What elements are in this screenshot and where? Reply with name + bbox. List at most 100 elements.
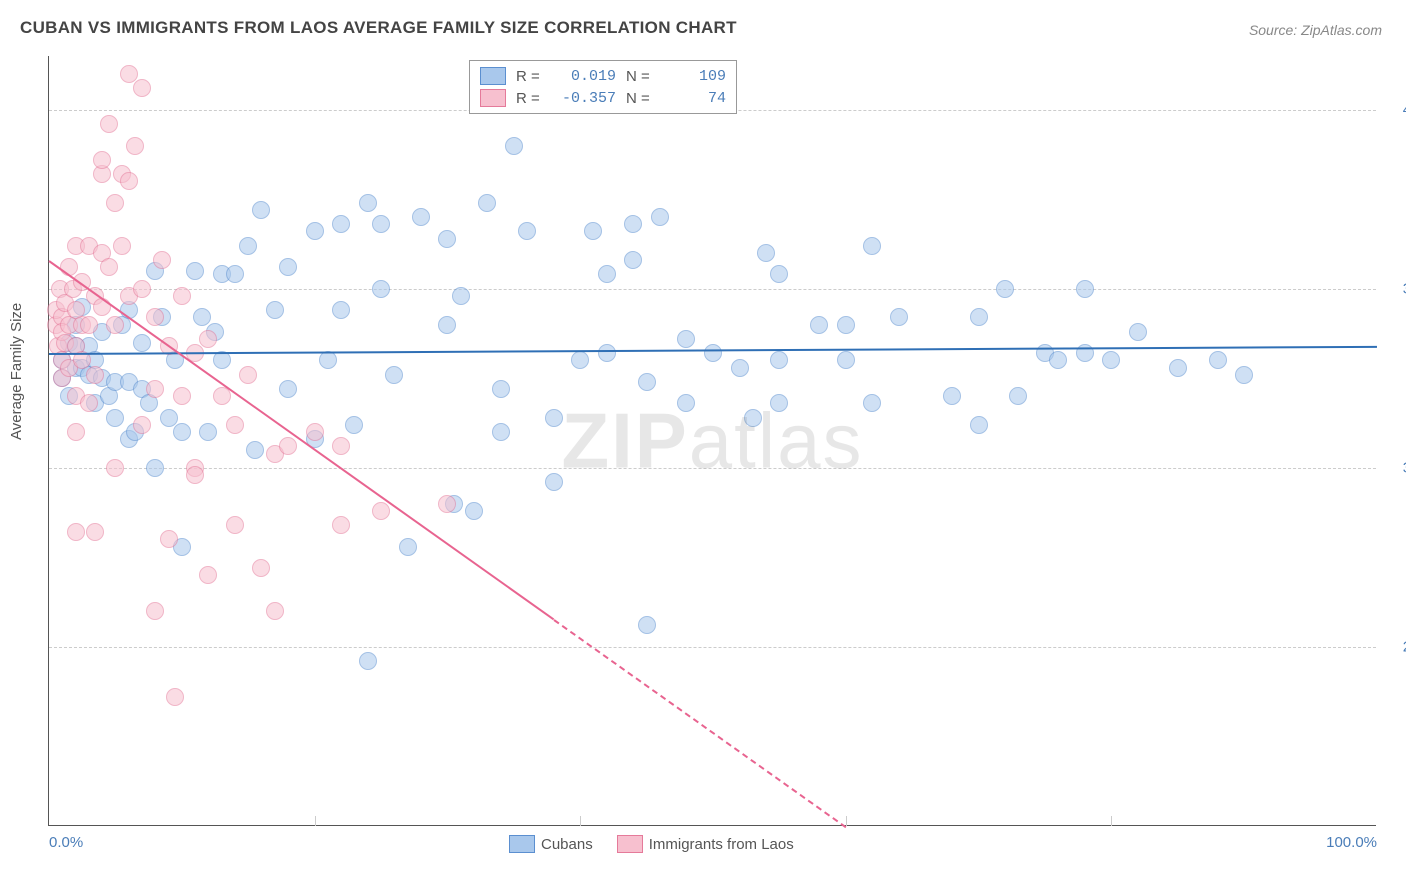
- data-point: [146, 459, 164, 477]
- data-point: [345, 416, 363, 434]
- legend-swatch: [480, 89, 506, 107]
- data-point: [146, 380, 164, 398]
- data-point: [624, 215, 642, 233]
- data-point: [199, 423, 217, 441]
- data-point: [133, 280, 151, 298]
- data-point: [943, 387, 961, 405]
- data-point: [173, 423, 191, 441]
- data-point: [372, 502, 390, 520]
- data-point: [279, 380, 297, 398]
- data-point: [332, 437, 350, 455]
- data-point: [306, 222, 324, 240]
- data-point: [113, 237, 131, 255]
- data-point: [239, 237, 257, 255]
- data-point: [598, 265, 616, 283]
- data-point: [193, 308, 211, 326]
- data-point: [1209, 351, 1227, 369]
- data-point: [106, 194, 124, 212]
- data-point: [120, 65, 138, 83]
- data-point: [252, 559, 270, 577]
- data-point: [133, 334, 151, 352]
- data-point: [319, 351, 337, 369]
- series-legend: Cubans Immigrants from Laos: [509, 835, 794, 853]
- data-point: [86, 366, 104, 384]
- r-label: R =: [516, 68, 546, 85]
- data-point: [332, 516, 350, 534]
- x-minor-tick: [1111, 816, 1112, 826]
- data-point: [332, 301, 350, 319]
- legend-row: R = -0.357 N = 74: [480, 87, 726, 109]
- data-point: [731, 359, 749, 377]
- data-point: [279, 258, 297, 276]
- legend-swatch: [509, 835, 535, 853]
- data-point: [744, 409, 762, 427]
- data-point: [160, 409, 178, 427]
- data-point: [810, 316, 828, 334]
- data-point: [1102, 351, 1120, 369]
- plot-area: ZIPatlas 2.503.003.504.000.0%100.0%R =0.…: [48, 56, 1376, 826]
- data-point: [465, 502, 483, 520]
- n-value: 109: [666, 68, 726, 85]
- data-point: [266, 301, 284, 319]
- data-point: [93, 151, 111, 169]
- n-label: N =: [626, 90, 656, 107]
- data-point: [1049, 351, 1067, 369]
- r-value: -0.357: [556, 90, 616, 107]
- legend-label: Immigrants from Laos: [649, 836, 794, 853]
- data-point: [86, 523, 104, 541]
- data-point: [837, 316, 855, 334]
- chart-title: CUBAN VS IMMIGRANTS FROM LAOS AVERAGE FA…: [20, 18, 737, 38]
- legend-label: Cubans: [541, 836, 593, 853]
- data-point: [372, 280, 390, 298]
- gridline-h: [49, 468, 1376, 469]
- legend-swatch: [480, 67, 506, 85]
- watermark: ZIPatlas: [561, 395, 863, 486]
- data-point: [770, 265, 788, 283]
- data-point: [80, 316, 98, 334]
- data-point: [67, 523, 85, 541]
- data-point: [153, 251, 171, 269]
- data-point: [863, 237, 881, 255]
- data-point: [359, 652, 377, 670]
- data-point: [279, 437, 297, 455]
- data-point: [638, 616, 656, 634]
- data-point: [704, 344, 722, 362]
- data-point: [1169, 359, 1187, 377]
- data-point: [571, 351, 589, 369]
- n-value: 74: [666, 90, 726, 107]
- data-point: [1076, 280, 1094, 298]
- r-value: 0.019: [556, 68, 616, 85]
- r-label: R =: [516, 90, 546, 107]
- data-point: [173, 387, 191, 405]
- data-point: [1235, 366, 1253, 384]
- legend-row: R =0.019N =109: [480, 65, 726, 87]
- data-point: [624, 251, 642, 269]
- data-point: [1129, 323, 1147, 341]
- data-point: [239, 366, 257, 384]
- legend-item: Cubans: [509, 835, 593, 853]
- data-point: [199, 330, 217, 348]
- data-point: [518, 222, 536, 240]
- source-label: Source: ZipAtlas.com: [1249, 22, 1382, 38]
- data-point: [186, 466, 204, 484]
- x-tick-label: 0.0%: [49, 834, 83, 851]
- gridline-h: [49, 647, 1376, 648]
- data-point: [545, 409, 563, 427]
- data-point: [173, 287, 191, 305]
- data-point: [478, 194, 496, 212]
- gridline-h: [49, 289, 1376, 290]
- data-point: [246, 441, 264, 459]
- legend-item: Immigrants from Laos: [617, 835, 794, 853]
- correlation-legend: R = 0.019 N = 109 R = -0.357 N = 74: [469, 60, 737, 114]
- data-point: [584, 222, 602, 240]
- data-point: [757, 244, 775, 262]
- data-point: [412, 208, 430, 226]
- data-point: [385, 366, 403, 384]
- data-point: [545, 473, 563, 491]
- data-point: [186, 262, 204, 280]
- data-point: [199, 566, 217, 584]
- data-point: [837, 351, 855, 369]
- data-point: [996, 280, 1014, 298]
- data-point: [146, 602, 164, 620]
- data-point: [146, 308, 164, 326]
